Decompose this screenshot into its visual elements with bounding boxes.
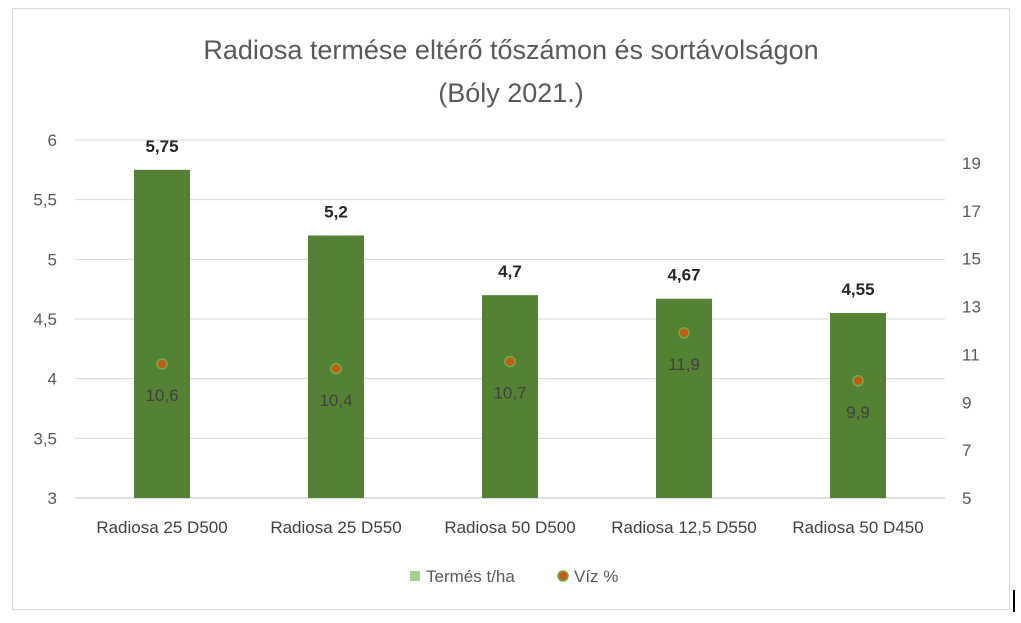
right-axis-tick-label: 11 xyxy=(962,345,980,364)
point-data-label: 11,9 xyxy=(668,355,700,374)
point-marker xyxy=(852,375,864,387)
left-axis-ticks: 3 3,5 4 4,5 5 5,5 6 xyxy=(33,131,57,508)
point-data-label: 9,9 xyxy=(846,403,870,422)
right-axis-tick-label: 5 xyxy=(962,489,971,508)
category-label: Radiosa 50 D500 xyxy=(444,518,575,537)
point-marker xyxy=(156,358,168,370)
point-marker xyxy=(678,327,690,339)
category-axis-labels: Radiosa 25 D500 Radiosa 25 D550 Radiosa 50… xyxy=(96,518,923,537)
right-axis-ticks: 5 7 9 11 13 15 17 19 xyxy=(962,154,981,508)
right-axis-tick-label: 9 xyxy=(962,393,971,412)
bar-data-label: 4,55 xyxy=(841,280,874,299)
point-marker xyxy=(504,355,516,368)
left-axis-tick-label: 5,5 xyxy=(33,191,57,210)
left-axis-tick-label: 4,5 xyxy=(33,310,57,329)
bar-data-label: 4,67 xyxy=(667,266,700,285)
legend-label: Termés t/ha xyxy=(426,567,515,586)
bar-data-label: 4,7 xyxy=(498,262,522,281)
point-data-labels: 10,6 10,4 10,7 11,9 9,9 xyxy=(145,355,869,422)
bar-data-label: 5,2 xyxy=(324,202,348,221)
legend: Termés t/ha Víz % xyxy=(410,567,618,586)
bar xyxy=(134,169,190,499)
left-axis-tick-label: 4 xyxy=(48,370,57,389)
category-label: Radiosa 25 D550 xyxy=(270,518,401,537)
right-axis-tick-label: 13 xyxy=(962,298,981,317)
chart-title-line: (Bóly 2021.) xyxy=(438,78,584,108)
left-axis-tick-label: 3,5 xyxy=(33,429,57,448)
category-label: Radiosa 25 D500 xyxy=(96,518,227,537)
category-label: Radiosa 12,5 D550 xyxy=(611,518,757,537)
left-axis-tick-label: 5 xyxy=(48,250,57,269)
legend-label: Víz % xyxy=(574,567,618,586)
right-axis-tick-label: 7 xyxy=(962,441,971,460)
bar-data-labels: 5,75 5,2 4,7 4,67 4,55 xyxy=(145,137,874,299)
point-data-label: 10,4 xyxy=(319,391,352,410)
right-axis-tick-label: 17 xyxy=(962,202,981,221)
right-axis-tick-label: 15 xyxy=(962,250,981,269)
bar xyxy=(830,313,886,498)
chart-title-line: Radiosa termése eltérő tőszámon és sortá… xyxy=(203,35,818,65)
legend-swatch-point xyxy=(557,570,569,582)
point-data-label: 10,6 xyxy=(145,386,178,405)
bar-data-label: 5,75 xyxy=(145,137,178,156)
left-axis-tick-label: 3 xyxy=(48,489,57,508)
points xyxy=(156,327,864,387)
right-axis-tick-label: 19 xyxy=(962,154,981,173)
left-axis-tick-label: 6 xyxy=(48,131,57,150)
point-data-label: 10,7 xyxy=(493,384,526,403)
text-cursor xyxy=(1013,590,1015,612)
category-label: Radiosa 50 D450 xyxy=(792,518,923,537)
bar xyxy=(482,295,538,498)
point-marker xyxy=(330,363,342,375)
chart-title: Radiosa termése eltérő tőszámon és sortá… xyxy=(203,35,818,108)
legend-swatch-bar xyxy=(410,571,420,581)
bars xyxy=(134,169,886,499)
